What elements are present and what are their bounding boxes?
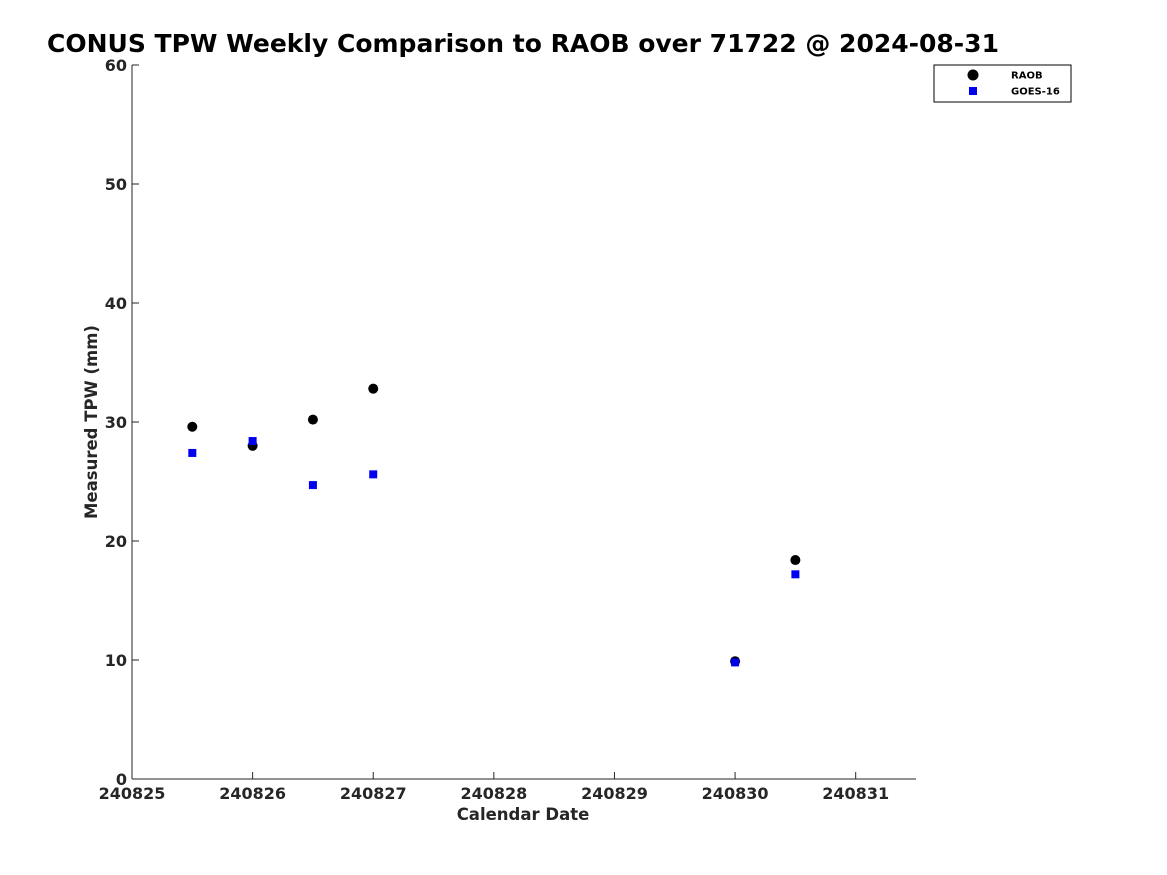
y-tick-label: 10 xyxy=(105,651,127,670)
point-goes16 xyxy=(248,437,257,446)
y-tick-label: 60 xyxy=(105,56,127,75)
point-goes16 xyxy=(308,481,317,490)
x-tick-label: 240825 xyxy=(99,784,166,803)
x-axis-label: Calendar Date xyxy=(457,805,590,824)
y-axis-ticks: 0 10 20 30 40 50 60 xyxy=(105,56,139,789)
point-goes16 xyxy=(791,570,800,579)
point-raob xyxy=(307,414,318,425)
x-axis-ticks: 240825 240826 240827 240828 240829 240830 2408… xyxy=(99,772,889,803)
x-tick-label: 240828 xyxy=(460,784,527,803)
legend: RAOB GOES-16 xyxy=(933,64,1072,103)
y-tick-label: 40 xyxy=(105,294,127,313)
point-raob xyxy=(790,555,801,566)
point-goes16 xyxy=(731,658,740,667)
y-tick-label: 0 xyxy=(116,770,127,789)
point-goes16 xyxy=(369,470,378,479)
point-raob xyxy=(187,421,198,432)
legend-marker-raob xyxy=(967,69,979,81)
data-marks xyxy=(187,383,801,667)
x-tick-label: 240830 xyxy=(702,784,769,803)
legend-label-goes16: GOES-16 xyxy=(1011,87,1060,98)
legend-box xyxy=(933,64,1072,103)
chart-title: CONUS TPW Weekly Comparison to RAOB over… xyxy=(47,29,999,58)
x-tick-label: 240827 xyxy=(340,784,407,803)
legend-label-raob: RAOB xyxy=(1011,71,1043,82)
x-tick-label: 240829 xyxy=(581,784,648,803)
point-raob xyxy=(368,383,379,394)
legend-marker-goes16 xyxy=(969,87,977,95)
y-axis-label: Measured TPW (mm) xyxy=(82,325,101,519)
y-tick-label: 20 xyxy=(105,532,127,551)
y-tick-label: 30 xyxy=(105,413,127,432)
point-goes16 xyxy=(188,448,197,457)
x-tick-label: 240826 xyxy=(219,784,286,803)
y-tick-label: 50 xyxy=(105,175,127,194)
x-tick-label: 240831 xyxy=(822,784,889,803)
